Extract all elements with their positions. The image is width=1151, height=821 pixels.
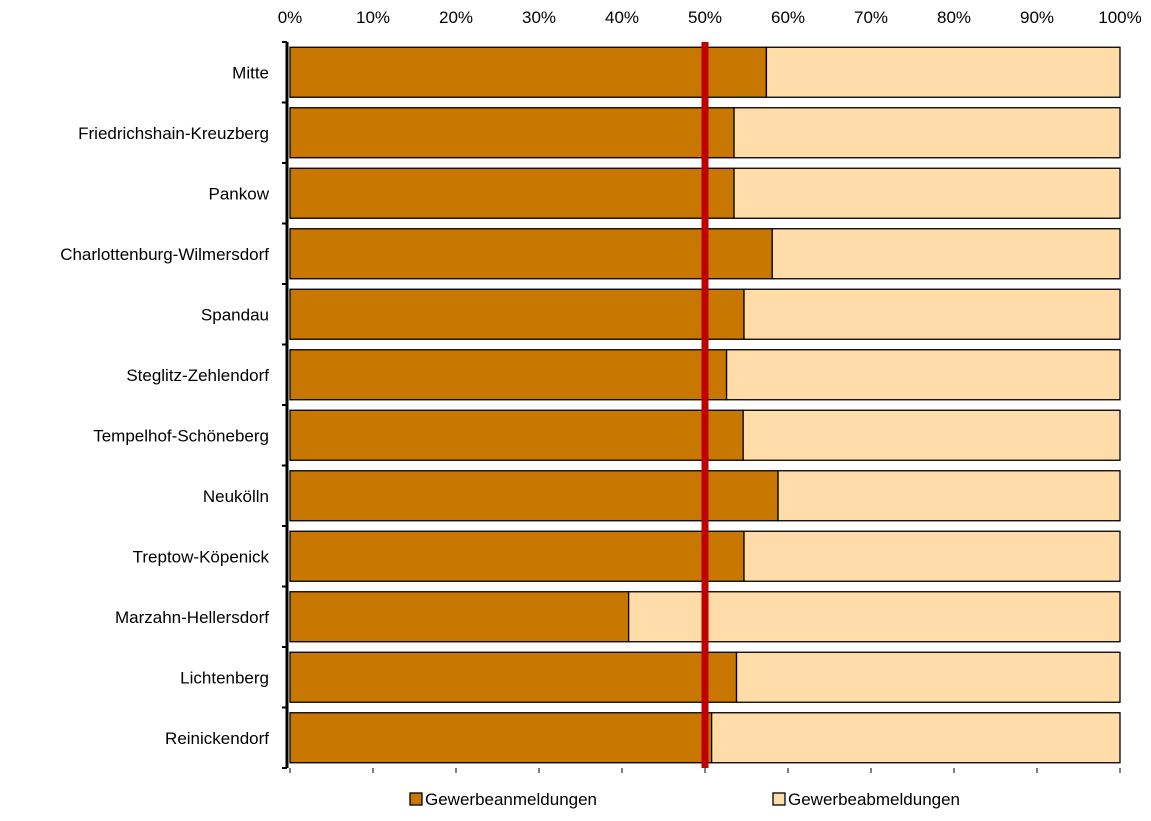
bar-anmeldungen <box>289 470 779 522</box>
bar-abmeldungen <box>771 228 1121 280</box>
bar-anmeldungen <box>289 591 630 643</box>
category-label: Marzahn-Hellersdorf <box>115 608 269 627</box>
legend-swatch <box>409 792 423 806</box>
bar-anmeldungen <box>289 409 744 461</box>
bar-abmeldungen <box>743 288 1121 340</box>
bar-abmeldungen <box>710 712 1121 764</box>
category-label: Charlottenburg-Wilmersdorf <box>60 245 269 264</box>
bar-anmeldungen <box>289 107 735 159</box>
bar-anmeldungen <box>289 349 728 401</box>
bar-abmeldungen <box>735 651 1121 703</box>
x-tick-label: 40% <box>605 8 639 27</box>
legend-label: Gewerbeabmeldungen <box>788 790 960 809</box>
category-label: Treptow-Köpenick <box>133 547 270 566</box>
category-label: Steglitz-Zehlendorf <box>126 366 269 385</box>
x-tick-label: 90% <box>1020 8 1054 27</box>
bar-anmeldungen <box>289 530 745 582</box>
legend-swatch <box>772 792 786 806</box>
bar-abmeldungen <box>725 349 1121 401</box>
category-label: Mitte <box>232 63 269 82</box>
bar-abmeldungen <box>743 530 1121 582</box>
bar-anmeldungen <box>289 651 738 703</box>
x-tick-label: 20% <box>439 8 473 27</box>
bar-abmeldungen <box>765 46 1121 98</box>
category-label: Friedrichshain-Kreuzberg <box>78 124 269 143</box>
x-tick-label: 0% <box>278 8 303 27</box>
bar-anmeldungen <box>289 288 745 340</box>
x-tick-label: 30% <box>522 8 556 27</box>
bar-anmeldungen <box>289 228 773 280</box>
bar-abmeldungen <box>742 409 1121 461</box>
x-tick-label: 10% <box>356 8 390 27</box>
category-label: Reinickendorf <box>165 729 269 748</box>
bar-anmeldungen <box>289 712 713 764</box>
bar-abmeldungen <box>733 107 1121 159</box>
category-label: Pankow <box>209 184 270 203</box>
category-label: Tempelhof-Schöneberg <box>93 426 269 445</box>
bar-anmeldungen <box>289 46 768 98</box>
x-tick-label: 50% <box>688 8 722 27</box>
category-label: Lichtenberg <box>180 668 269 687</box>
bar-abmeldungen <box>777 470 1121 522</box>
x-tick-label: 100% <box>1098 8 1141 27</box>
x-tick-label: 60% <box>771 8 805 27</box>
bar-anmeldungen <box>289 167 735 219</box>
bar-abmeldungen <box>627 591 1121 643</box>
legend-label: Gewerbeanmeldungen <box>425 790 597 809</box>
x-tick-label: 70% <box>854 8 888 27</box>
x-tick-label: 80% <box>937 8 971 27</box>
category-label: Neukölln <box>203 487 269 506</box>
category-label: Spandau <box>201 305 269 324</box>
bar-abmeldungen <box>733 167 1121 219</box>
